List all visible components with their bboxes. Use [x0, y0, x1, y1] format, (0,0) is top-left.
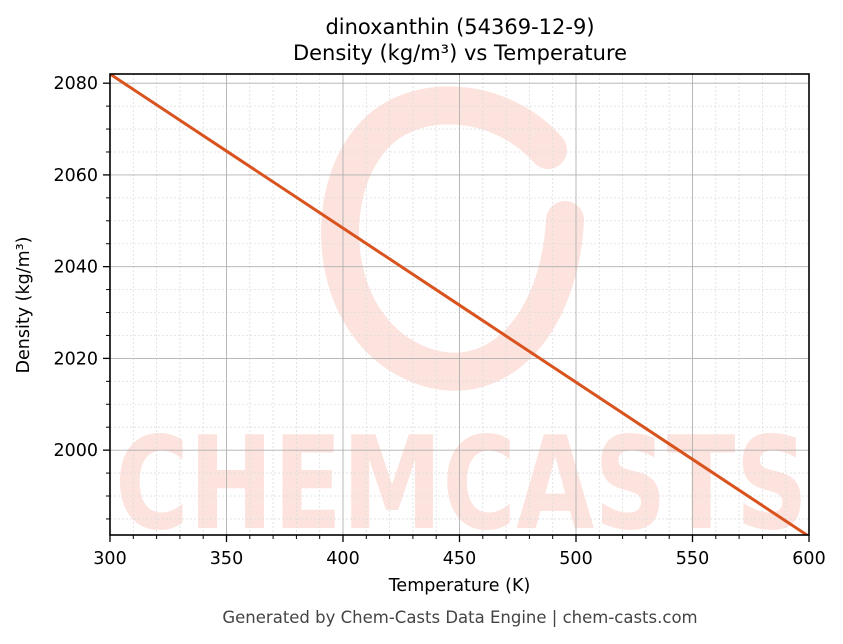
y-tick-label: 2040 [53, 258, 98, 278]
y-tick-label: 2020 [53, 349, 98, 369]
footer-credit: Generated by Chem-Casts Data Engine | ch… [222, 608, 698, 627]
chart-title-line2: Density (kg/m³) vs Temperature [292, 41, 628, 65]
x-tick-label: 550 [676, 549, 709, 569]
x-tick-label: 500 [559, 549, 592, 569]
x-tick-label: 300 [93, 549, 126, 569]
y-tick-label: 2080 [53, 74, 98, 94]
y-tick-label: 2000 [53, 441, 98, 461]
x-tick-label: 350 [210, 549, 243, 569]
x-tick-label: 450 [443, 549, 476, 569]
x-tick-label: 400 [326, 549, 359, 569]
y-tick-label: 2060 [53, 166, 98, 186]
axis-ticks: 300 350 400 450 500 550 600 2000 2020 2040 2060 208… [53, 74, 825, 569]
x-axis-label: Temperature (K) [388, 576, 531, 596]
chart-title-line1: dinoxanthin (54369-12-9) [325, 15, 595, 39]
watermark-logo: CHEMCASTS [115, 86, 808, 559]
density-line [110, 74, 809, 535]
x-tick-label: 600 [792, 549, 825, 569]
svg-text:CHEMCASTS: CHEMCASTS [115, 410, 808, 559]
y-axis-label: Density (kg/m³) [14, 236, 34, 374]
